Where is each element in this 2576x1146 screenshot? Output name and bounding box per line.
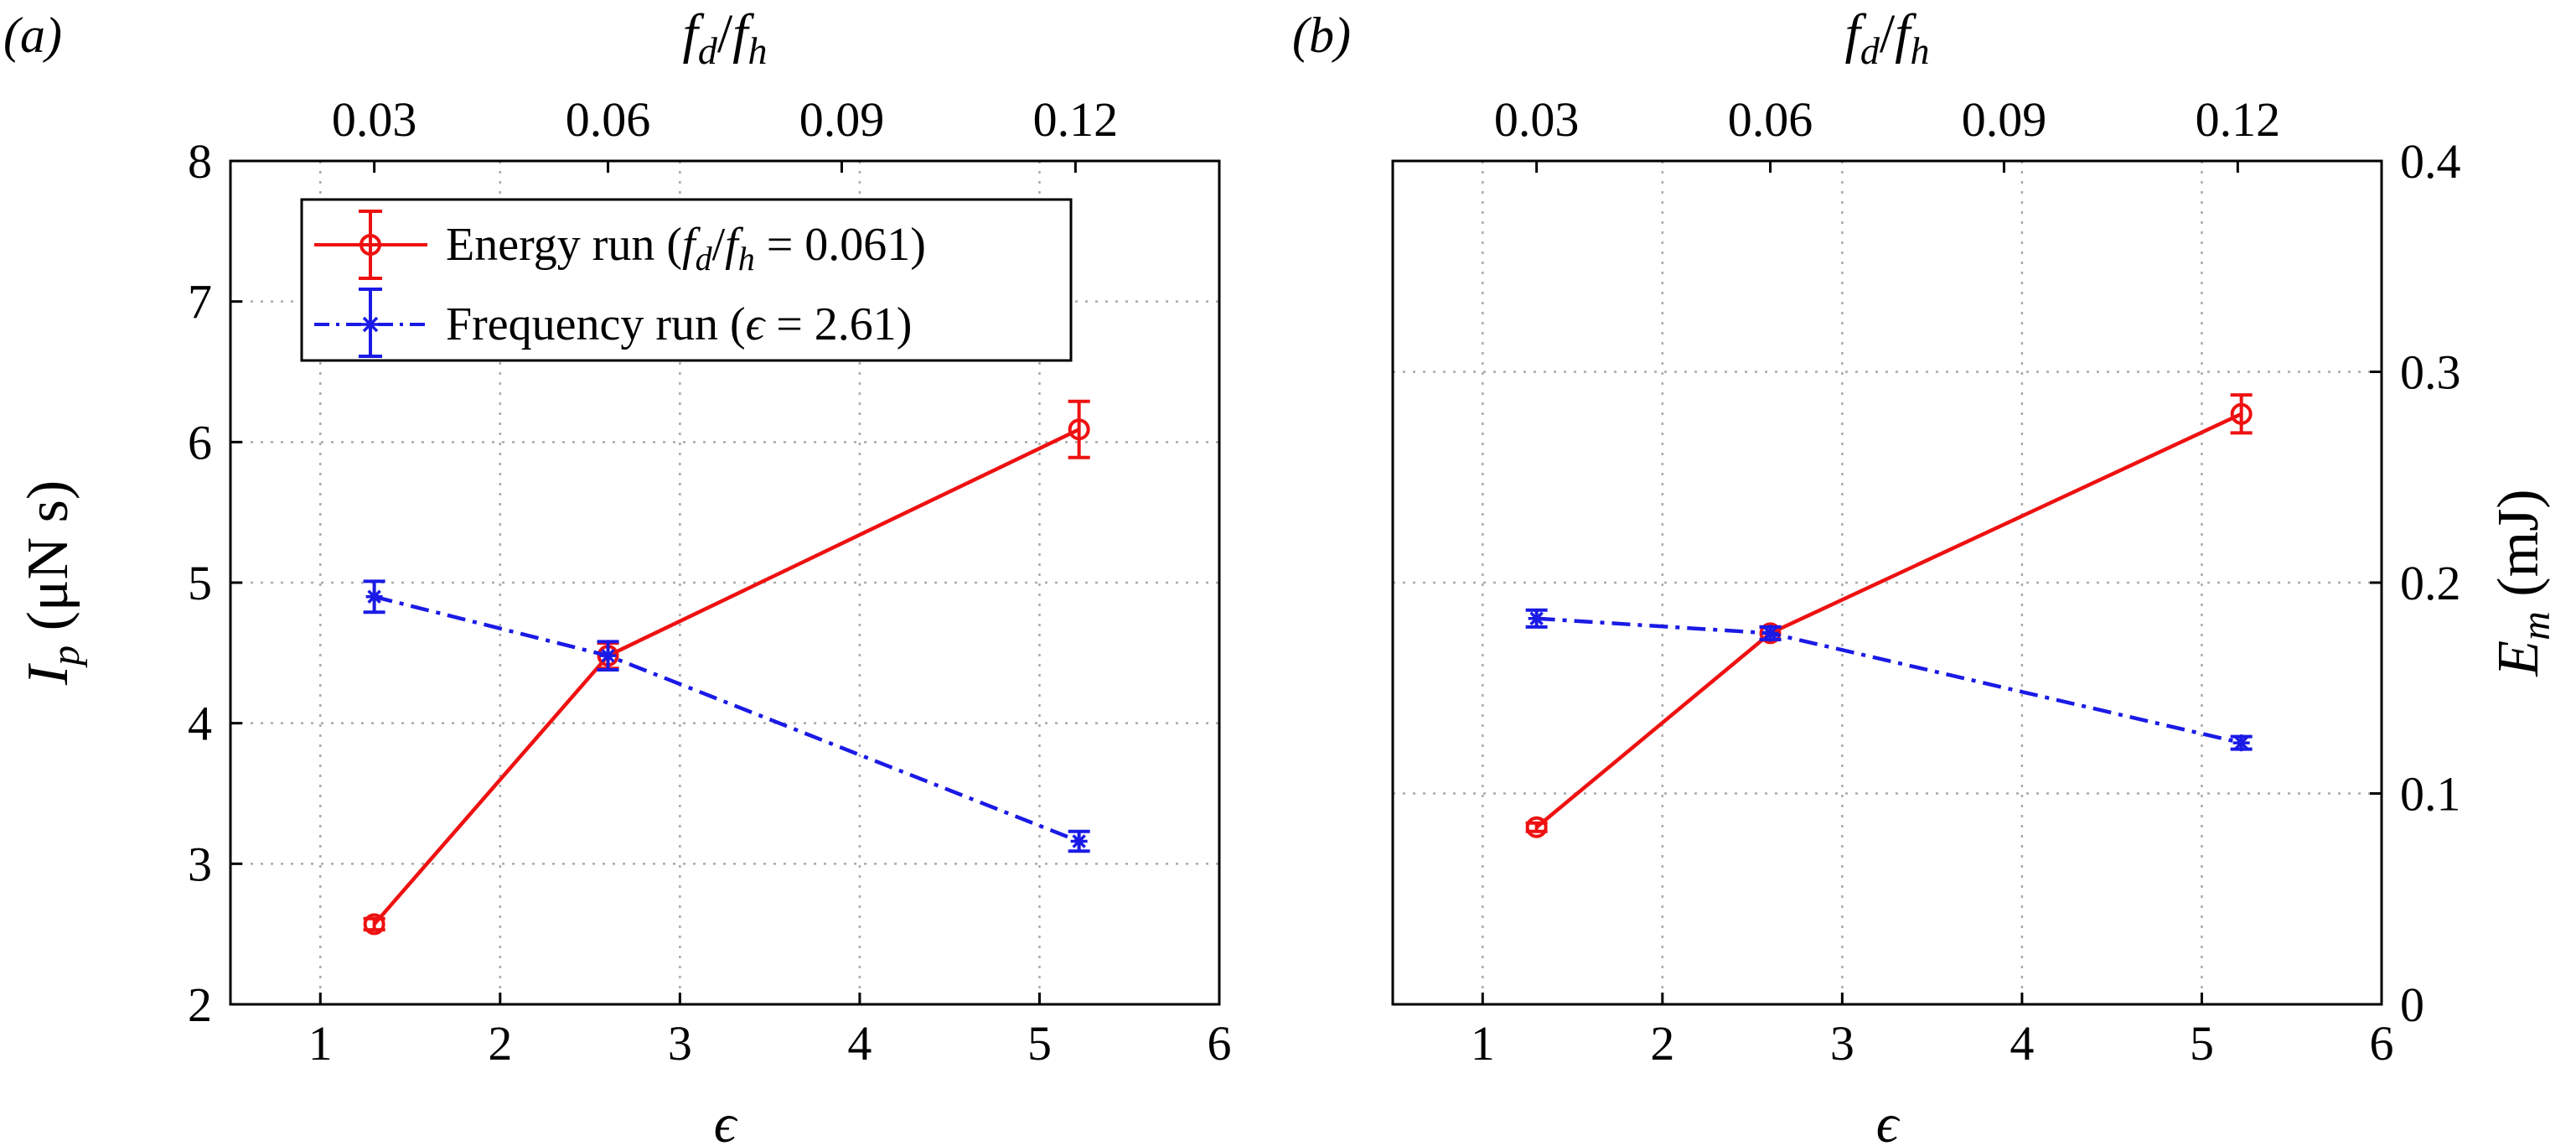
series-frequency-run	[363, 579, 1090, 853]
legend-label-frequency: Frequency run (ϵ = 2.61)	[446, 298, 912, 350]
panel-a-top-xlabel: fd/fh	[682, 3, 767, 72]
legend-marker-star	[361, 315, 380, 334]
series-line-energy-run	[372, 428, 1080, 926]
panel-a-plot-frame	[229, 159, 1221, 1006]
top-tick-label: 0.03	[1494, 92, 1580, 147]
series-energy-run	[1525, 393, 2253, 838]
panel-b-ylabel: Em (mJ)	[2486, 489, 2558, 677]
panel-b-series	[1525, 393, 2253, 838]
x-tick-label: 2	[1650, 1016, 1674, 1071]
top-tick-label: 0.09	[799, 92, 885, 147]
data-point-star	[2232, 734, 2250, 752]
x-tick-label: 4	[847, 1016, 872, 1071]
top-tick-label: 0.06	[566, 92, 651, 147]
y-tick-label: 0	[2400, 977, 2424, 1032]
data-point-circle	[1525, 816, 1548, 838]
panel-a-label: (a)	[3, 8, 62, 63]
y-tick-label: 0.1	[2400, 767, 2461, 822]
x-tick-label: 3	[1830, 1016, 1854, 1071]
x-tick-label: 1	[308, 1016, 333, 1071]
top-tick-label: 0.09	[1962, 92, 2047, 147]
y-tick-label: 4	[188, 697, 212, 751]
data-point-circle	[363, 913, 385, 936]
x-tick-label: 3	[668, 1016, 692, 1071]
data-point-circle	[1759, 622, 1782, 645]
y-tick-label: 0.3	[2400, 345, 2461, 400]
data-point-star	[1528, 609, 1545, 627]
data-point-star	[1761, 625, 1779, 642]
y-tick-label: 8	[188, 134, 212, 189]
top-tick-label: 0.03	[332, 92, 417, 147]
panel-a-legend: Energy run (fd/fh = 0.061) Frequency run…	[300, 198, 1073, 362]
data-point-circle	[1068, 418, 1090, 441]
x-tick-label: 6	[2370, 1016, 2394, 1071]
x-tick-label: 2	[488, 1016, 512, 1071]
panel-b-ticks: 1 2 3 4 5 6 0.03 0.06 0.09 0.12 0 0.1 0.2 0.3 0.4	[1471, 92, 2461, 1071]
panel-b-xlabel: ϵ	[1876, 1093, 1901, 1146]
data-point-star	[365, 588, 383, 605]
panel-b-grid	[1393, 161, 2382, 1004]
top-tick-label: 0.12	[1033, 92, 1119, 147]
y-tick-label: 2	[188, 977, 212, 1032]
y-tick-label: 7	[188, 275, 212, 329]
error-bar	[2230, 393, 2253, 435]
data-point-star	[1070, 832, 1088, 850]
legend-label-energy: Energy run (fd/fh = 0.061)	[446, 219, 926, 277]
panel-b-top-xlabel: fd/fh	[1844, 3, 1929, 72]
y-tick-label: 6	[188, 415, 212, 469]
y-tick-label: 5	[188, 556, 212, 610]
panel-a-ticks: 1 2 3 4 5 6 0.03 0.06 0.09 0.12 2 3 4 5 6 7 8	[188, 92, 1232, 1071]
panel-b: (b) 1 2 3 4 5 60.03 0.06 0.09 0.1200.10.20.30.4 …	[1292, 3, 2558, 1146]
top-tick-label: 0.06	[1728, 92, 1813, 147]
error-bar	[1068, 399, 1090, 459]
x-tick-label: 5	[1027, 1016, 1052, 1071]
panel-a-ylabel: Ip (μN s)	[16, 480, 88, 686]
x-tick-label: 1	[1471, 1016, 1495, 1071]
panel-a-xlabel: ϵ	[714, 1093, 738, 1146]
x-tick-label: 4	[2010, 1016, 2034, 1071]
legend-marker-circle	[360, 234, 381, 256]
panel-b-plot-frame	[1391, 159, 2383, 1006]
x-tick-label: 6	[1208, 1016, 1232, 1071]
series-line-energy-run	[1535, 412, 2242, 829]
y-tick-label: 0.4	[2400, 134, 2461, 189]
legend-entry-frequency: Frequency run (ϵ = 2.61)	[314, 288, 912, 358]
series-energy-run	[363, 399, 1090, 936]
y-tick-label: 3	[188, 837, 212, 891]
legend-entry-energy: Energy run (fd/fh = 0.061)	[314, 210, 926, 280]
series-frequency-run	[1525, 608, 2253, 752]
legend-box	[300, 198, 1073, 362]
series-line-frequency-run	[1536, 616, 2242, 745]
y-tick-label: 0.2	[2400, 556, 2461, 610]
panel-b-label: (b)	[1292, 8, 1351, 63]
x-tick-label: 5	[2190, 1016, 2214, 1071]
panel-a-series	[363, 399, 1090, 936]
data-point-circle	[2230, 402, 2253, 425]
top-tick-label: 0.12	[2196, 92, 2281, 147]
data-point-star	[599, 647, 617, 665]
